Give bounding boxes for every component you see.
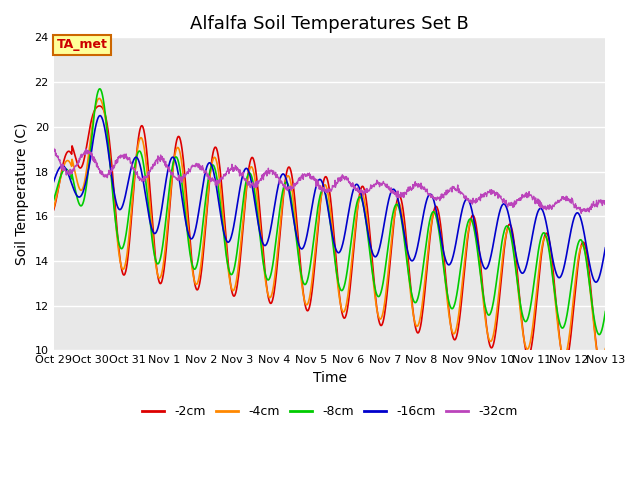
-4cm — [95, 96, 103, 101]
Line: -2cm: -2cm — [54, 106, 605, 372]
-8cm — [602, 309, 609, 314]
-32cm — [173, 176, 180, 182]
-2cm — [159, 272, 167, 277]
-4cm — [536, 256, 544, 262]
-2cm — [602, 358, 609, 364]
-16cm — [602, 245, 609, 251]
-4cm — [488, 338, 495, 344]
-4cm — [173, 145, 180, 151]
-16cm — [536, 205, 544, 211]
-16cm — [159, 195, 167, 201]
-2cm — [173, 137, 180, 143]
X-axis label: Time: Time — [312, 371, 346, 385]
-8cm — [415, 288, 423, 294]
-16cm — [50, 179, 58, 184]
-4cm — [415, 318, 423, 324]
-16cm — [415, 234, 423, 240]
Line: -4cm: -4cm — [54, 98, 605, 364]
Legend: -2cm, -4cm, -8cm, -16cm, -32cm: -2cm, -4cm, -8cm, -16cm, -32cm — [136, 400, 522, 423]
-32cm — [415, 184, 423, 190]
-32cm — [577, 210, 585, 216]
-32cm — [536, 204, 543, 209]
-32cm — [487, 191, 495, 197]
-32cm — [159, 156, 167, 161]
-8cm — [50, 197, 58, 203]
-2cm — [235, 273, 243, 279]
-16cm — [592, 279, 600, 285]
-16cm — [488, 251, 495, 256]
-8cm — [488, 308, 495, 313]
-4cm — [235, 263, 243, 269]
-32cm — [50, 145, 58, 151]
-16cm — [96, 113, 104, 119]
-8cm — [173, 155, 180, 160]
Line: -16cm: -16cm — [54, 116, 605, 282]
-2cm — [95, 103, 103, 109]
-4cm — [159, 262, 167, 267]
-16cm — [173, 163, 180, 169]
-4cm — [50, 205, 58, 211]
-4cm — [597, 361, 605, 367]
-8cm — [595, 332, 603, 337]
Line: -32cm: -32cm — [54, 148, 605, 213]
-32cm — [602, 198, 609, 204]
-8cm — [96, 86, 104, 92]
Title: Alfalfa Soil Temperatures Set B: Alfalfa Soil Temperatures Set B — [190, 15, 469, 33]
-2cm — [598, 369, 606, 375]
-32cm — [234, 166, 242, 171]
-2cm — [415, 328, 423, 334]
-8cm — [235, 238, 243, 243]
-4cm — [602, 346, 609, 351]
-2cm — [536, 263, 544, 268]
-16cm — [235, 194, 243, 200]
-8cm — [536, 238, 544, 244]
-8cm — [159, 238, 167, 244]
Y-axis label: Soil Temperature (C): Soil Temperature (C) — [15, 122, 29, 265]
Text: TA_met: TA_met — [56, 38, 108, 51]
Line: -8cm: -8cm — [54, 89, 605, 335]
-2cm — [50, 207, 58, 213]
-2cm — [488, 345, 495, 351]
